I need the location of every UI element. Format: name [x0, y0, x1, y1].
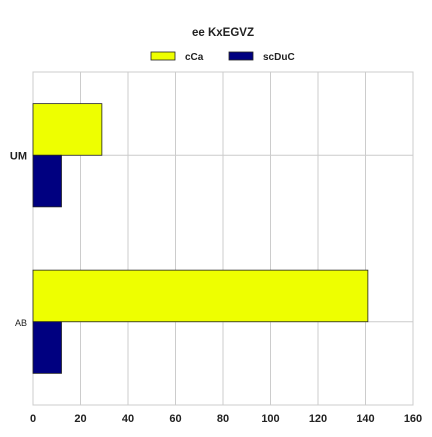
- bar-cCa-UM: [33, 104, 102, 156]
- legend-swatch-scDuC: [229, 52, 253, 60]
- legend-label-cCa: cCa: [185, 52, 204, 63]
- legend: cCa scDuC: [151, 52, 295, 63]
- x-tick-label: 60: [169, 413, 181, 425]
- x-tick-label: 140: [356, 413, 374, 425]
- x-tick-label: 80: [217, 413, 229, 425]
- bar-cCa-AB: [33, 270, 368, 322]
- x-tick-label: 20: [74, 413, 86, 425]
- x-tick-label: 40: [122, 413, 134, 425]
- bar-scDuC-AB: [33, 322, 62, 374]
- y-tick-label: AB: [15, 318, 27, 328]
- y-tick-label: UM: [10, 150, 27, 162]
- plot-area: 0 20 40 60 80 100 120 140 160 UM AB: [10, 72, 422, 425]
- x-tick-label: 120: [309, 413, 327, 425]
- x-tick-label: 0: [30, 413, 36, 425]
- x-tick-label: 160: [404, 413, 422, 425]
- legend-swatch-cCa: [151, 52, 175, 60]
- x-tick-label: 100: [261, 413, 279, 425]
- bar-scDuC-UM: [33, 155, 62, 207]
- chart-title: ee KxEGVZ: [192, 27, 254, 39]
- legend-label-scDuC: scDuC: [263, 52, 295, 63]
